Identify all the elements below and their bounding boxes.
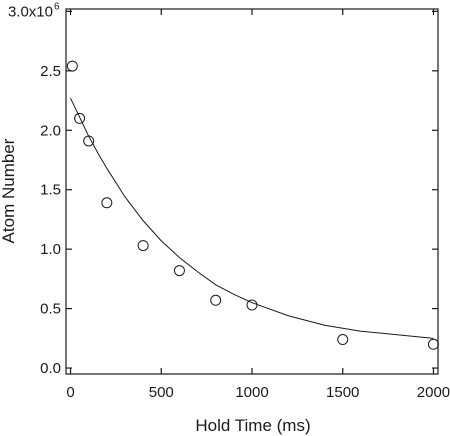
y-tick-label: 0.0 [40,360,61,377]
y-scale-exponent: 6 [54,1,60,12]
data-point [137,240,149,252]
data-point [74,112,86,124]
y-tick-label: 3.0x10 [8,3,53,20]
x-tick-label: 2000 [417,384,450,401]
y-tick-label: 2.0 [40,122,61,139]
x-tick-label: 1000 [235,384,268,401]
x-tick-label: 1500 [326,384,359,401]
data-point [210,294,222,306]
x-tick-label: 0 [66,384,74,401]
tick-marks [66,9,438,374]
y-tick-label: 1.0 [40,241,61,258]
y-tick-label: 1.5 [40,182,61,199]
y-tick-labels: 0.0 0.5 1.0 1.5 2.0 2.5 3.0x10 6 [8,1,61,377]
y-axis-label: Atom Number [0,138,18,243]
y-tick-label: 0.5 [40,301,61,318]
data-point [427,338,439,350]
x-tick-label: 500 [149,384,174,401]
y-tick-label: 2.5 [40,63,61,80]
x-axis-label: Hold Time (ms) [195,416,310,435]
data-point [83,135,95,147]
data-point [173,265,185,277]
data-point [337,334,349,346]
data-point [246,299,258,311]
data-point [66,60,78,72]
fit-curve [70,97,434,339]
x-tick-labels: 0 500 1000 1500 2000 [66,384,450,401]
data-points [66,60,439,350]
data-point [101,197,113,209]
